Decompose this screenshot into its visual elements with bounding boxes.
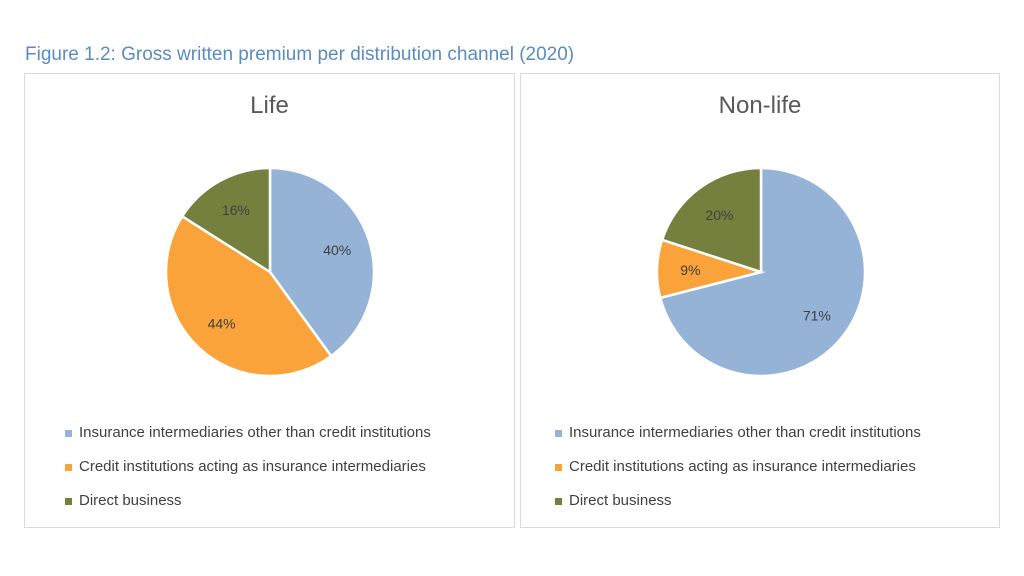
legend-swatch [65,498,72,505]
pie-chart-life: 40% 44% 16% [164,166,376,378]
chart-title-nonlife: Non-life [718,92,802,119]
legend-label: Credit institutions acting as insurance … [569,458,916,475]
data-label-direct-business: 16% [222,202,250,218]
legend-label: Insurance intermediaries other than cred… [569,424,921,441]
legend-life: Insurance intermediaries other than cred… [65,424,431,526]
chart-panel-nonlife: Non-life 71% 9% 20% Insurance intermediari… [520,73,1000,528]
figure-title: Figure 1.2: Gross written premium per di… [25,44,575,65]
legend-item: Direct business [555,492,921,526]
legend-label: Direct business [569,492,672,509]
pie-slice-intermediaries [268,166,376,358]
data-label-credit-institutions: 9% [680,262,700,278]
data-label-credit-institutions: 44% [208,316,236,332]
legend-item: Credit institutions acting as insurance … [65,458,431,492]
legend-swatch [555,464,562,471]
data-label-intermediaries: 71% [803,307,831,323]
legend-nonlife: Insurance intermediaries other than cred… [555,424,921,526]
legend-item: Insurance intermediaries other than cred… [65,424,431,458]
legend-label: Credit institutions acting as insurance … [79,458,426,475]
chart-title-life: Life [250,92,289,119]
pie-slice-credit-institutions [164,214,333,378]
legend-swatch [65,464,72,471]
legend-item: Direct business [65,492,431,526]
legend-item: Insurance intermediaries other than cred… [555,424,921,458]
pie-slice-direct-business [180,166,272,275]
legend-swatch [65,430,72,437]
legend-item: Credit institutions acting as insurance … [555,458,921,492]
legend-label: Direct business [79,492,182,509]
chart-panel-life: Life 40% 44% 16% Insurance intermediaries … [24,73,515,528]
pie-chart-nonlife: 71% 9% 20% [655,166,867,378]
data-label-direct-business: 20% [705,207,733,223]
data-label-intermediaries: 40% [323,242,351,258]
legend-label: Insurance intermediaries other than cred… [79,424,431,441]
pie-slice-direct-business [660,166,763,274]
legend-swatch [555,430,562,437]
legend-swatch [555,498,562,505]
